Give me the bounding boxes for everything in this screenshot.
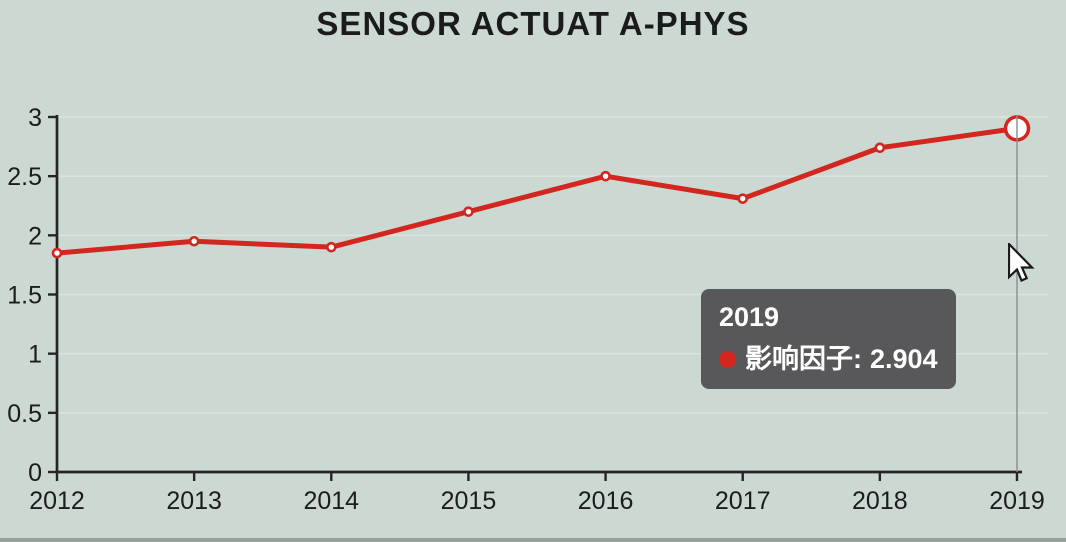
series-line: [54, 125, 1020, 256]
tooltip-series-row: 影响因子: 2.904: [719, 341, 938, 377]
y-tick-label: 0: [28, 459, 42, 487]
data-point[interactable]: [51, 247, 63, 259]
x-tick-label: 2014: [303, 487, 359, 515]
tooltip-year: 2019: [719, 302, 780, 332]
tooltip-series-label: 影响因子:: [745, 344, 862, 374]
x-tick-label: 2016: [578, 487, 634, 515]
y-tick-label: 0.5: [7, 400, 42, 428]
data-point[interactable]: [737, 193, 749, 204]
x-tick-label: 2018: [852, 487, 908, 515]
x-tick-label: 2015: [441, 487, 497, 515]
data-point[interactable]: [463, 206, 474, 217]
x-tick-label: 2013: [166, 487, 222, 515]
data-point[interactable]: [325, 241, 337, 253]
tooltip: 2019 影响因子: 2.904: [701, 289, 956, 389]
mouse-cursor-icon: [1008, 243, 1035, 282]
x-tick-label: 2019: [989, 487, 1045, 515]
data-point[interactable]: [874, 142, 886, 154]
y-tick-label: 3: [28, 104, 42, 132]
y-tick-label: 2: [28, 222, 42, 250]
bottom-edge-strip: [0, 538, 1066, 542]
series-marker-dot: [719, 350, 736, 368]
y-tick-label: 2.5: [7, 163, 42, 191]
y-tick-label: 1: [28, 341, 42, 369]
chart-title: SENSOR ACTUAT A-PHYS: [316, 5, 750, 42]
data-point[interactable]: [600, 170, 611, 182]
x-tick-label: 2012: [29, 487, 85, 515]
data-point[interactable]: [188, 235, 200, 247]
y-tick-label: 1.5: [7, 282, 42, 310]
tooltip-series-value: 2.904: [870, 344, 938, 374]
x-tick-label: 2017: [715, 487, 771, 515]
